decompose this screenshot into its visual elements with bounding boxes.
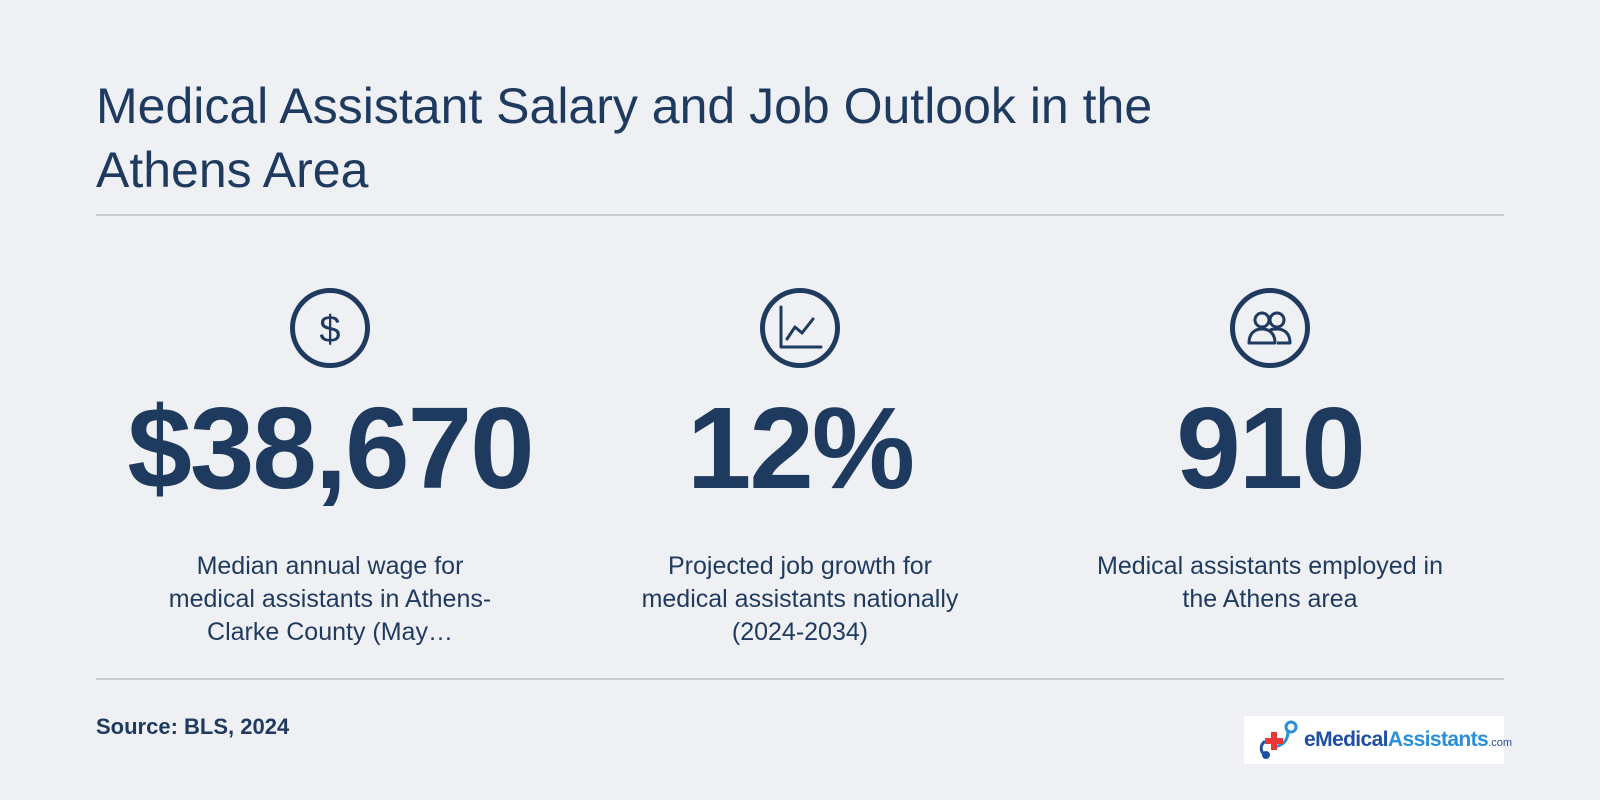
logo-wordmark: eMedicalAssistants.com bbox=[1304, 728, 1512, 751]
stat-value: $38,670 bbox=[127, 383, 534, 513]
stat-description: Projected job growth for medical assista… bbox=[641, 552, 959, 646]
stat-median-wage: $ $38,670 Median annual wage for medical… bbox=[120, 288, 540, 649]
stat-job-growth: 12% Projected job growth for medical ass… bbox=[590, 288, 1010, 649]
stat-description: Medical assistants employed in the Athen… bbox=[1097, 552, 1443, 613]
bottom-divider bbox=[96, 678, 1504, 680]
svg-text:$: $ bbox=[319, 309, 340, 351]
source-citation: Source: BLS, 2024 bbox=[96, 714, 290, 739]
line-chart-icon bbox=[760, 288, 840, 368]
emedicalassistants-logo[interactable]: eMedicalAssistants.com bbox=[1244, 716, 1512, 764]
top-divider bbox=[96, 214, 1504, 216]
stat-value: 12% bbox=[686, 383, 915, 513]
stat-value: 910 bbox=[1176, 383, 1366, 513]
dollar-icon: $ bbox=[290, 288, 370, 368]
page-title: Medical Assistant Salary and Job Outlook… bbox=[96, 78, 1153, 198]
medical-cross-logo-icon bbox=[1259, 720, 1298, 759]
stat-description: Median annual wage for medical assistant… bbox=[168, 552, 492, 646]
stat-employed: 910 Medical assistants employed in the A… bbox=[1060, 288, 1480, 616]
people-icon bbox=[1230, 288, 1310, 368]
